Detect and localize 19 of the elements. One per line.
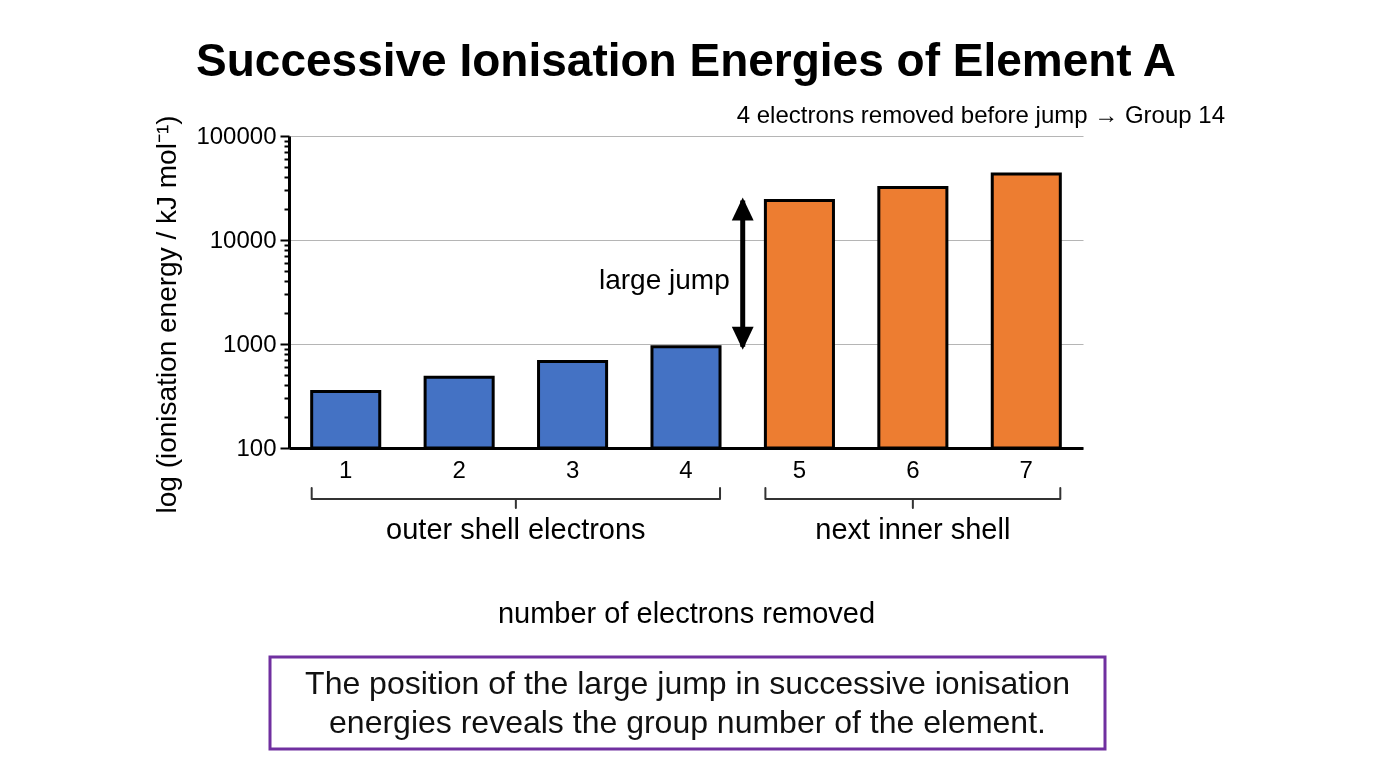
x-tick-label: 2	[452, 455, 466, 483]
annotation: large jump	[598, 263, 730, 295]
x-tick-label: 6	[906, 455, 920, 483]
x-tick-label: 5	[792, 455, 807, 483]
x-tick-label: 7	[1019, 455, 1033, 483]
y-tick-label: 100000	[196, 121, 277, 149]
x-axis-title: number of electrons removed	[497, 596, 876, 629]
text: next inner shell	[815, 513, 1011, 545]
x-tick-label: 3	[565, 455, 580, 483]
y-tick-label: 10000	[209, 225, 277, 253]
x-tick-label: 1	[339, 455, 353, 483]
text: The position of the large jump in successive ionisation energies reveals the group number of the element.	[305, 664, 1070, 740]
text: 4 electrons removed before jump → Group 14	[736, 101, 1225, 128]
x-tick-label: 4	[679, 455, 693, 483]
text: outer shell electrons	[386, 513, 646, 545]
y-tick-label: 100	[236, 433, 277, 461]
y-tick-label: 1000	[223, 329, 277, 357]
y-axis-title: log (ionisation energy / kJ mol⁻¹)	[151, 115, 183, 514]
chart-title: Successive Ionisation Energies of Element A	[196, 34, 1176, 86]
